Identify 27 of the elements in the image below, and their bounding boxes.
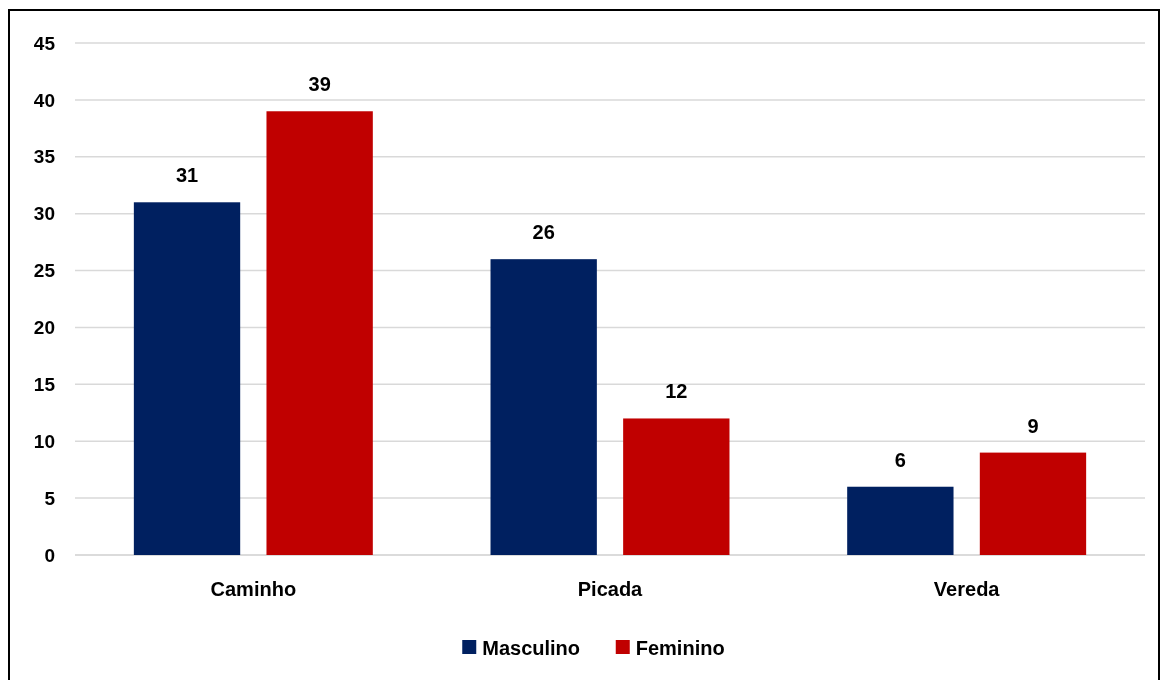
x-tick-label: Vereda (933, 578, 1001, 600)
y-tick-label: 30 (33, 203, 55, 225)
data-label: 39 (308, 73, 331, 96)
data-label: 31 (175, 164, 199, 187)
y-tick-label: 10 (33, 430, 55, 452)
bar (847, 486, 954, 555)
legend-label: Feminino (635, 637, 725, 659)
y-tick-label: 20 (33, 317, 55, 339)
data-label: 6 (894, 448, 906, 471)
y-tick-label: 35 (33, 146, 56, 168)
bar (133, 202, 241, 555)
bar (266, 111, 373, 555)
x-tick-label: Picada (577, 578, 644, 600)
y-tick-label: 15 (33, 373, 56, 395)
legend-label: Masculino (482, 637, 581, 659)
bar (623, 418, 730, 555)
y-tick-label: 25 (33, 260, 56, 282)
data-label: 26 (532, 221, 555, 244)
data-label: 9 (1027, 414, 1039, 437)
y-tick-label: 40 (33, 89, 55, 111)
bar (979, 452, 1087, 555)
y-tick-label: 45 (33, 32, 56, 54)
x-tick-label: Caminho (210, 578, 297, 600)
y-tick-label: 5 (44, 487, 56, 509)
data-label: 12 (665, 380, 688, 403)
y-tick-label: 0 (44, 544, 55, 566)
bar (490, 259, 597, 555)
